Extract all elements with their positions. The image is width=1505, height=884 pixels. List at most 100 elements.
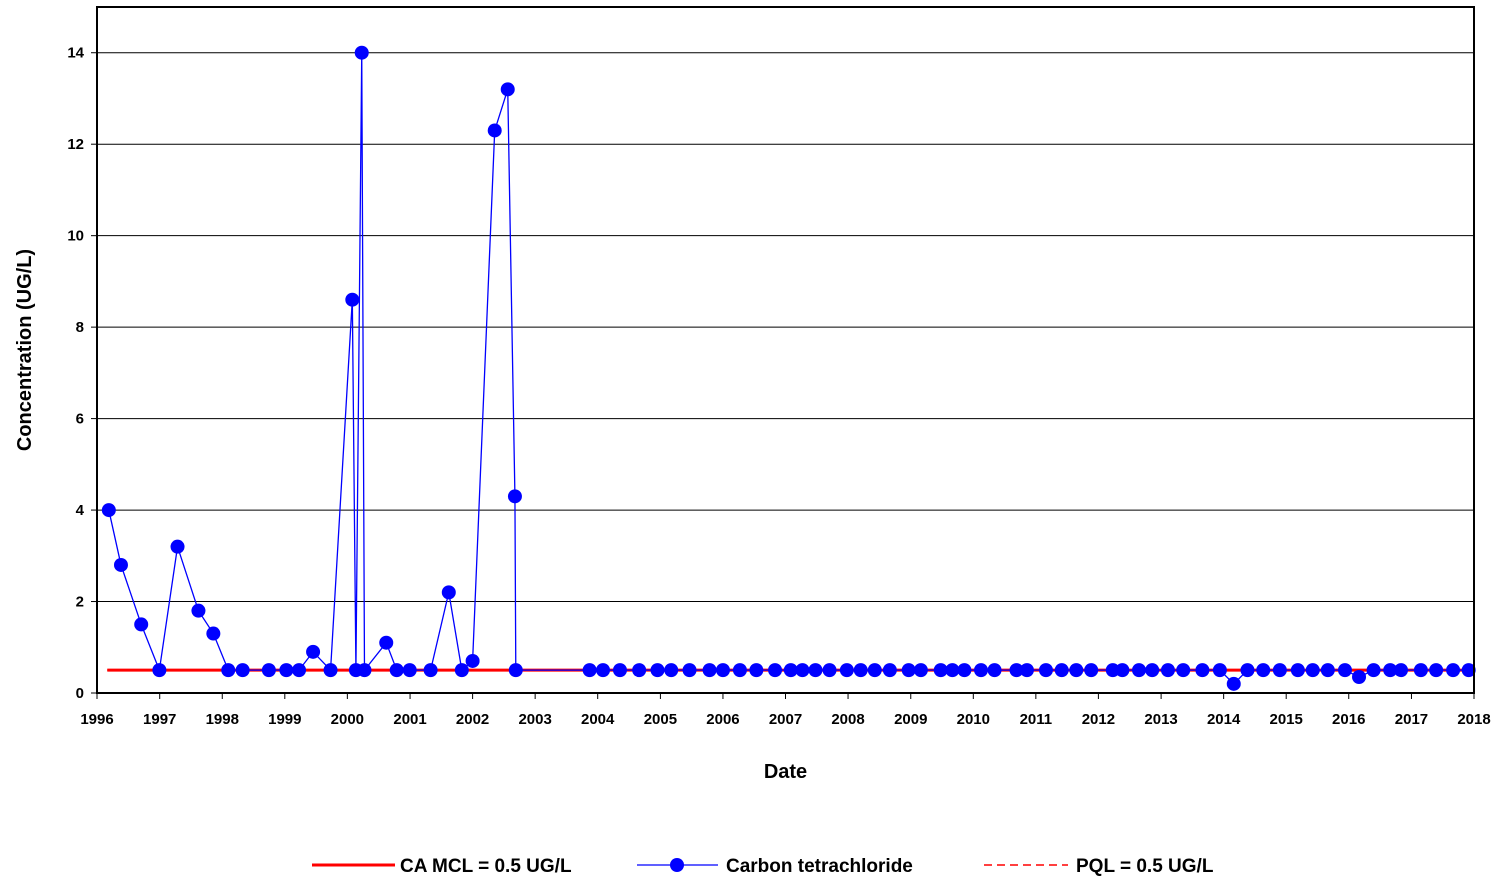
carbon-tetrachloride-point [783,663,798,678]
carbon-tetrachloride-point [221,663,236,678]
carbon-tetrachloride-point [933,663,948,678]
carbon-tetrachloride-point [901,663,916,678]
carbon-tetrachloride-point [261,663,276,678]
carbon-tetrachloride-point [882,663,897,678]
carbon-tetrachloride-point [1226,676,1241,691]
carbon-tetrachloride-point [795,663,810,678]
carbon-tetrachloride-point [306,644,321,659]
carbon-tetrachloride-point [913,663,928,678]
series-layer [101,45,1476,691]
carbon-tetrachloride-point [441,585,456,600]
carbon-tetrachloride-point [279,663,294,678]
legend-carbon-tetrachloride-label: Carbon tetrachloride [726,856,913,877]
carbon-tetrachloride-point [682,663,697,678]
x-axis-ticks: 1996 1997 1998 1999 2000 2001 2002 2003 2004 2005… [80,693,1491,728]
x-tick-label: 2006 [706,711,739,728]
legend: CA MCL = 0.5 UG/L Carbon tetrachloride PQL… [312,856,1214,877]
carbon-tetrachloride-point [1176,663,1191,678]
x-tick-label: 2001 [393,711,426,728]
carbon-tetrachloride-point [1429,663,1444,678]
carbon-tetrachloride-line [108,52,1469,685]
carbon-tetrachloride-point [487,123,502,138]
x-tick-label: 2007 [769,711,802,728]
carbon-tetrachloride-point [1009,663,1024,678]
carbon-tetrachloride-point [345,292,360,307]
x-tick-label: 2014 [1207,711,1241,728]
carbon-tetrachloride-point [134,617,149,632]
carbon-tetrachloride-point [768,663,783,678]
carbon-tetrachloride-point [1160,663,1175,678]
carbon-tetrachloride-point [354,45,369,60]
carbon-tetrachloride-point [715,663,730,678]
carbon-tetrachloride-point [206,626,221,641]
y-tick-label: 4 [76,502,85,519]
carbon-tetrachloride-point [1256,663,1271,678]
carbon-tetrachloride-point [839,663,854,678]
carbon-tetrachloride-point [500,82,515,97]
plot-frame [96,6,1475,694]
carbon-tetrachloride-point [1320,663,1335,678]
carbon-tetrachloride-point [1038,663,1053,678]
carbon-tetrachloride-point [974,663,989,678]
x-tick-label: 1999 [268,711,301,728]
carbon-tetrachloride-point [822,663,837,678]
x-tick-label: 2010 [957,711,990,728]
carbon-tetrachloride-point [650,663,665,678]
carbon-tetrachloride-point [596,663,611,678]
x-axis-title: Date [764,761,807,783]
x-tick-label: 2000 [331,711,364,728]
legend-pql-label: PQL = 0.5 UG/L [1076,856,1214,877]
carbon-tetrachloride-point [1212,663,1227,678]
carbon-tetrachloride-point [664,663,679,678]
x-tick-label: 2015 [1270,711,1303,728]
x-tick-label: 2008 [831,711,864,728]
carbon-tetrachloride-point [152,663,167,678]
y-tick-label: 8 [76,319,84,336]
carbon-tetrachloride-point [1413,663,1428,678]
carbon-tetrachloride-point [1446,663,1461,678]
carbon-tetrachloride-point [582,663,597,678]
x-tick-label: 2013 [1144,711,1177,728]
legend-carbon-tetrachloride-marker [670,858,684,872]
x-tick-label: 2005 [644,711,677,728]
carbon-tetrachloride-point [749,663,764,678]
carbon-tetrachloride-point [702,663,717,678]
carbon-tetrachloride-point [389,663,404,678]
carbon-tetrachloride-point [1305,663,1320,678]
x-tick-label: 2009 [894,711,927,728]
carbon-tetrachloride-point [808,663,823,678]
carbon-tetrachloride-point [1115,663,1130,678]
carbon-tetrachloride-point [507,489,522,504]
carbon-tetrachloride-point [292,663,307,678]
carbon-tetrachloride-point [379,635,394,650]
carbon-tetrachloride-point [1366,663,1381,678]
carbon-tetrachloride-point [853,663,868,678]
x-tick-label: 2011 [1020,711,1053,728]
carbon-tetrachloride-point [1132,663,1147,678]
carbon-tetrachloride-point [1461,663,1476,678]
y-tick-label: 14 [67,45,84,62]
grid-lines [97,52,1474,603]
legend-mcl-label: CA MCL = 0.5 UG/L [400,856,572,877]
carbon-tetrachloride-point [465,653,480,668]
carbon-tetrachloride-point [945,663,960,678]
y-axis-title: Concentration (UG/L) [14,249,36,451]
carbon-tetrachloride-point [732,663,747,678]
y-tick-label: 6 [76,411,84,428]
x-tick-label: 2017 [1395,711,1428,728]
x-tick-label: 2003 [518,711,551,728]
carbon-tetrachloride-point [1145,663,1160,678]
carbon-tetrachloride-point [113,557,128,572]
y-tick-label: 0 [76,685,84,702]
y-tick-label: 10 [67,228,84,245]
carbon-tetrachloride-point [1069,663,1084,678]
carbon-tetrachloride-point [508,663,523,678]
carbon-tetrachloride-point [402,663,417,678]
carbon-tetrachloride-point [1352,669,1367,684]
x-tick-label: 1998 [206,711,239,728]
carbon-tetrachloride-point [170,539,185,554]
x-tick-label: 1997 [143,711,176,728]
carbon-tetrachloride-point [1290,663,1305,678]
x-tick-label: 2018 [1457,711,1490,728]
